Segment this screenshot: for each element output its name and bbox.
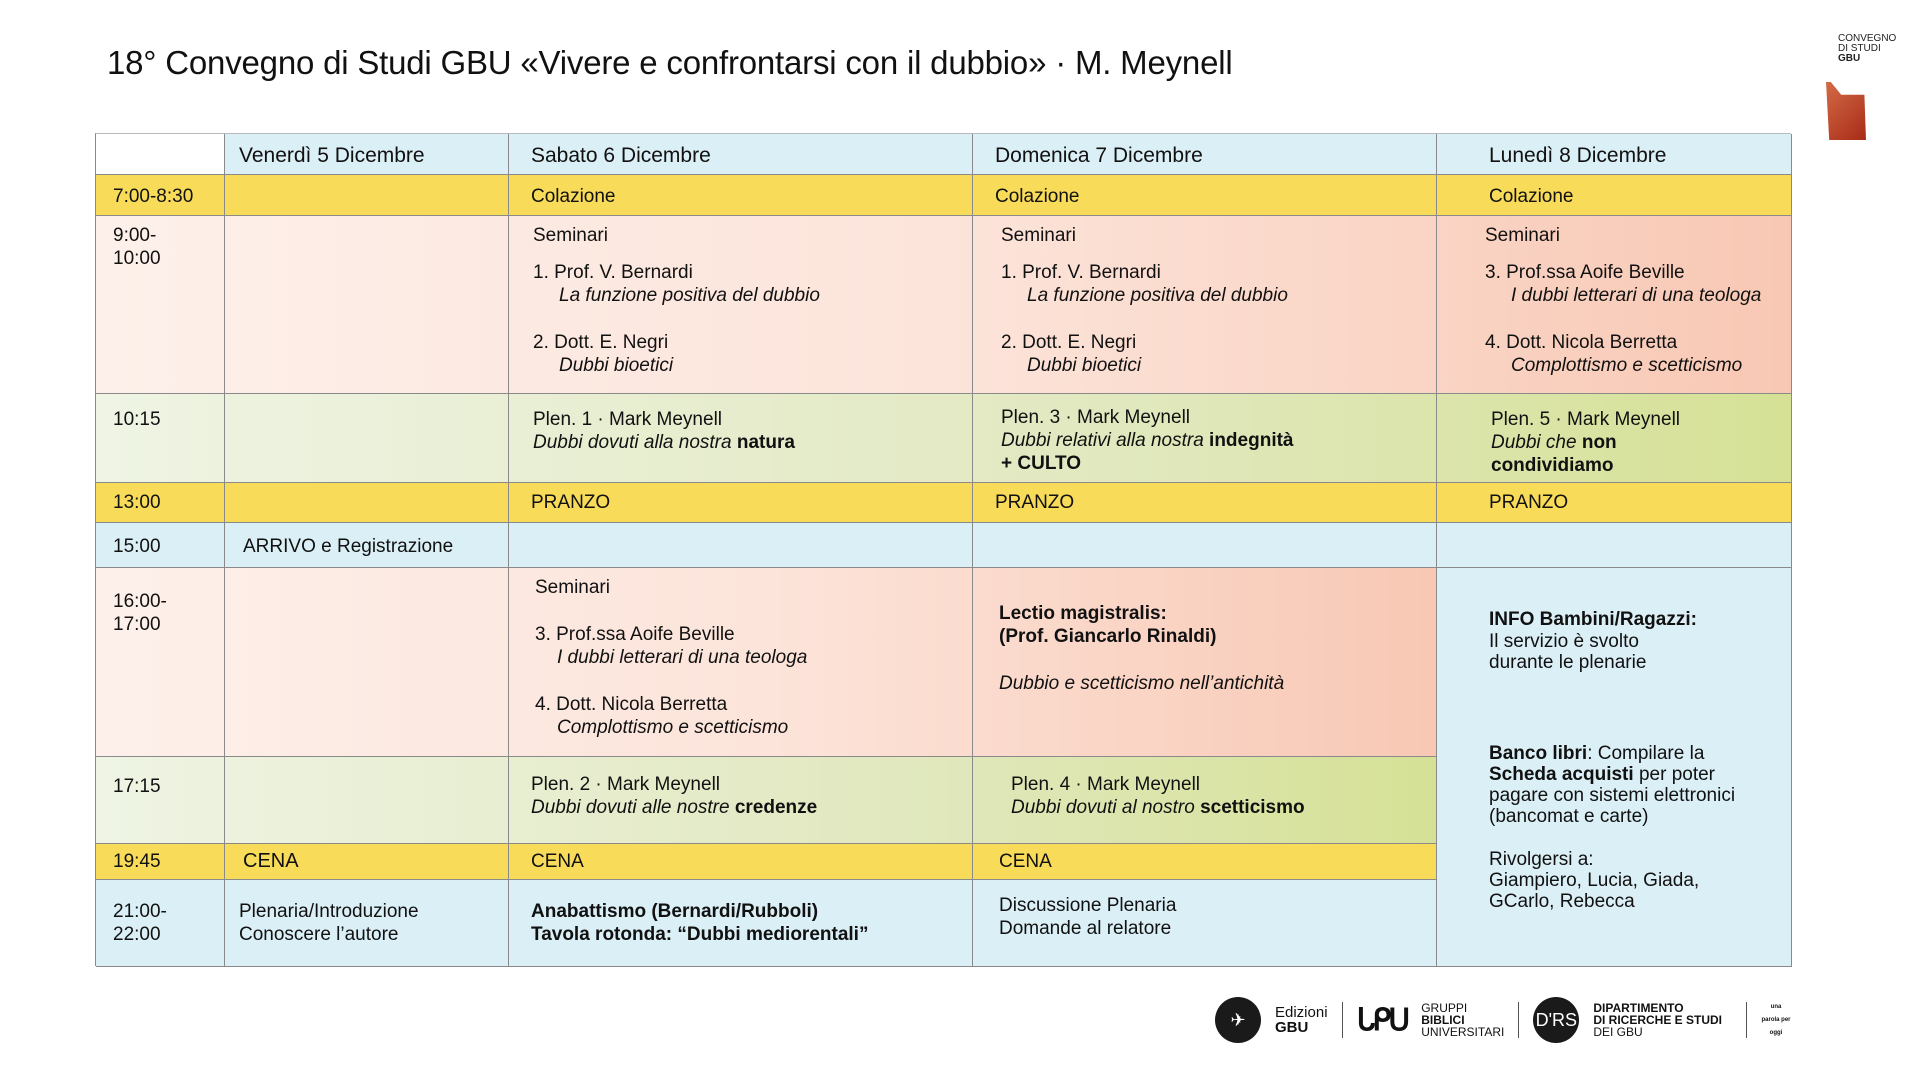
colazione-cell: Colazione xyxy=(1437,175,1792,216)
evening-cell: Plenaria/Introduzione Conoscere l’autore xyxy=(225,880,509,967)
gbu-logo-icon: ᒐᑭᑌ xyxy=(1356,1003,1411,1037)
edizioni-bird-icon: ✈ xyxy=(1215,997,1261,1043)
schedule-table: Venerdì 5 Dicembre Sabato 6 Dicembre Dom… xyxy=(95,133,1792,967)
time-label: 17:15 xyxy=(96,757,225,844)
time-label: 15:00 xyxy=(96,523,225,568)
plenary-cell: Plen. 1 · Mark Meynell Dubbi dovuti alla … xyxy=(509,394,973,483)
time-label: 7:00-8:30 xyxy=(96,175,225,216)
pranzo-cell: PRANZO xyxy=(973,483,1437,523)
seminar-cell: Seminari 1. Prof. V. Bernardi La funzione… xyxy=(509,216,973,394)
cena-cell: CENA xyxy=(973,844,1437,880)
cena-cell: CENA xyxy=(225,844,509,880)
corner-cell xyxy=(96,134,225,175)
day-header: Lunedì 8 Dicembre xyxy=(1437,134,1792,175)
page-title: 18° Convegno di Studi GBU «Vivere e conf… xyxy=(107,44,1233,81)
time-label: 16:00- 17:00 xyxy=(96,568,225,757)
seminar-cell: Seminari 3. Prof.ssa Aoife Beville I dubb… xyxy=(509,568,973,757)
arrivo-cell: ARRIVO e Registrazione xyxy=(225,523,509,568)
una-parola-per-oggi-logo: una parola per oggi xyxy=(1761,1003,1791,1036)
plenary-cell: Plen. 3 · Mark Meynell Dubbi relativi all… xyxy=(973,394,1437,483)
pranzo-cell: PRANZO xyxy=(509,483,973,523)
seminar-cell: Seminari 3. Prof.ssa Aoife Beville I dubb… xyxy=(1437,216,1792,394)
evening-cell: Discussione Plenaria Domande al relatore xyxy=(973,880,1437,967)
time-label: 10:15 xyxy=(96,394,225,483)
plenary-cell: Plen. 5 · Mark Meynell Dubbi che non cond… xyxy=(1437,394,1792,483)
info-cell: INFO Bambini/Ragazzi: Il servizio è svol… xyxy=(1437,568,1792,967)
drs-logo-icon: D'RS xyxy=(1533,997,1580,1043)
day-header: Venerdì 5 Dicembre xyxy=(225,134,509,175)
footer-logos: ✈ Edizioni GBU ᒐᑭᑌ GRUPPI BIBLICI UNIVERSIT… xyxy=(1215,995,1791,1045)
logo-shape-icon xyxy=(1826,82,1866,140)
day-header: Domenica 7 Dicembre xyxy=(973,134,1437,175)
convegno-logo: CONVEGNO DI STUDI GBU xyxy=(1820,30,1910,140)
time-label: 19:45 xyxy=(96,844,225,880)
colazione-cell: Colazione xyxy=(973,175,1437,216)
seminar-cell: Seminari 1. Prof. V. Bernardi La funzione… xyxy=(973,216,1437,394)
cena-cell: CENA xyxy=(509,844,973,880)
plenary-cell: Plen. 2 · Mark Meynell Dubbi dovuti alle … xyxy=(509,757,973,844)
day-header: Sabato 6 Dicembre xyxy=(509,134,973,175)
plenary-cell: Plen. 4 · Mark Meynell Dubbi dovuti al no… xyxy=(973,757,1437,844)
evening-cell: Anabattismo (Bernardi/Rubboli) Tavola rot… xyxy=(509,880,973,967)
time-label: 21:00- 22:00 xyxy=(96,880,225,967)
lectio-cell: Lectio magistralis: (Prof. Giancarlo Rina… xyxy=(973,568,1437,757)
time-label: 9:00- 10:00 xyxy=(96,216,225,394)
pranzo-cell: PRANZO xyxy=(1437,483,1792,523)
colazione-cell: Colazione xyxy=(509,175,973,216)
time-label: 13:00 xyxy=(96,483,225,523)
